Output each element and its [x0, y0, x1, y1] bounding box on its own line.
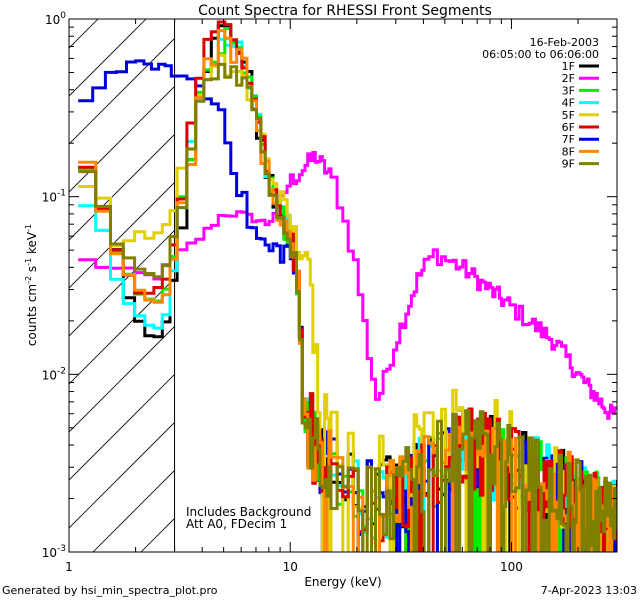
legend-label-3F: 3F: [562, 84, 575, 97]
series-line-2F: [78, 151, 617, 420]
series-group: [78, 20, 617, 552]
y-axis-label: counts cm-2 s-1 keV-1: [24, 224, 39, 346]
note-background: Includes Background: [186, 505, 311, 519]
x-tick-label-100: 100: [500, 560, 523, 574]
time-range-annotation: 06:05:00 to 06:06:00: [482, 48, 599, 61]
legend-label-7F: 7F: [562, 133, 575, 146]
plot-frame: [68, 18, 618, 553]
hatch-line: [69, 373, 175, 481]
hatch-line: [69, 181, 175, 289]
hatch-line: [69, 421, 175, 529]
legend-label-1F: 1F: [562, 60, 575, 73]
hatch-line: [69, 19, 147, 97]
x-tick-labels: 1 10 100: [65, 560, 523, 574]
series-line-9F: [78, 62, 617, 552]
hatch-line: [69, 229, 175, 337]
hatched-region: [69, 19, 175, 552]
legend-label-9F: 9F: [562, 158, 575, 171]
series-line-8F: [78, 29, 617, 552]
x-tick-label-10: 10: [283, 560, 298, 574]
y-tick-label-1e-2: 10-2: [42, 366, 66, 382]
y-tick-label-1e0: 100: [45, 11, 66, 27]
chart-title: Count Spectra for RHESSI Front Segments: [198, 3, 492, 19]
hatch-line: [69, 37, 175, 145]
axis-ticks: [68, 18, 618, 553]
x-axis-label: Energy (keV): [304, 575, 381, 589]
legend-label-5F: 5F: [562, 109, 575, 122]
footer-generated-by: Generated by hsi_min_spectra_plot.pro: [2, 584, 218, 597]
footer-timestamp: 7-Apr-2023 13:03: [541, 584, 637, 597]
legend-label-8F: 8F: [562, 145, 575, 158]
date-annotation: 16-Feb-2003: [530, 36, 599, 49]
note-attenuator: Att A0, FDecim 1: [186, 517, 287, 531]
y-tick-label-1e-3: 10-3: [42, 544, 66, 560]
legend-label-4F: 4F: [562, 97, 575, 110]
legend-label-6F: 6F: [562, 121, 575, 134]
y-tick-labels: 10-3 10-2 10-1 100: [42, 11, 67, 560]
legend-label-2F: 2F: [562, 72, 575, 85]
y-tick-label-1e-1: 10-1: [42, 189, 66, 205]
x-tick-label-1: 1: [65, 560, 73, 574]
